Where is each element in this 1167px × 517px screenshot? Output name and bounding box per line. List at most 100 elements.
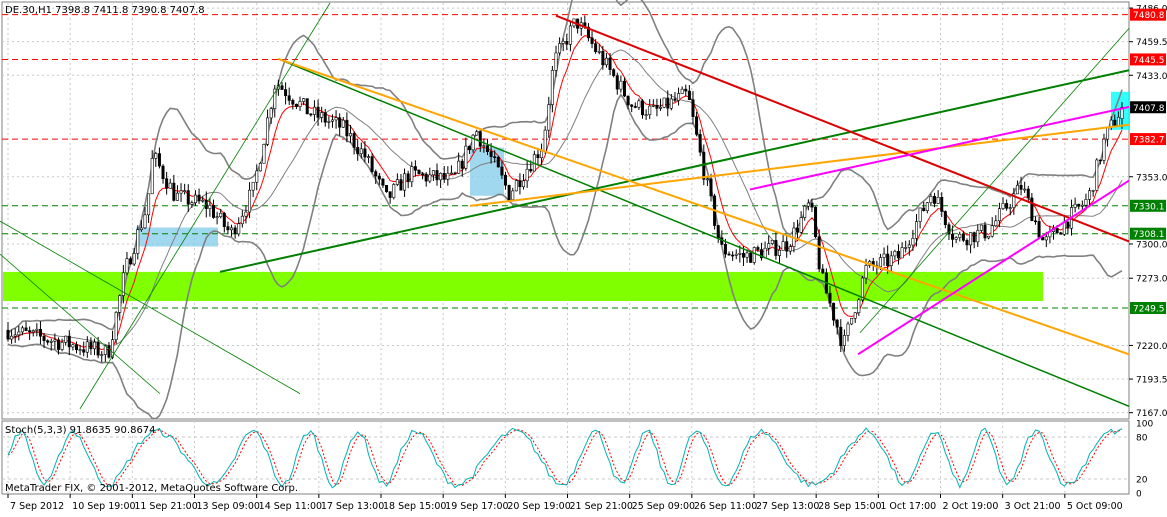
candle-body bbox=[302, 98, 306, 102]
candle-body bbox=[904, 247, 908, 249]
x-tick-label: 27 Sep 13:00 bbox=[756, 501, 819, 512]
candle-body bbox=[514, 180, 518, 192]
bollinger-middle bbox=[7, 49, 1123, 347]
candle-body bbox=[1005, 203, 1009, 209]
candle-body bbox=[424, 173, 428, 182]
candle-body bbox=[399, 179, 403, 191]
candle-body bbox=[1012, 193, 1016, 208]
candle-body bbox=[947, 224, 951, 235]
candle-body bbox=[803, 205, 807, 218]
candle-body bbox=[511, 190, 515, 200]
candle-body bbox=[608, 57, 612, 70]
candle-body bbox=[1023, 188, 1027, 191]
candle-body bbox=[388, 191, 392, 198]
candle-body bbox=[165, 178, 169, 189]
candle-body bbox=[377, 175, 381, 180]
trendlines bbox=[0, 2, 1130, 410]
candle-body bbox=[774, 240, 778, 256]
candle-body bbox=[673, 98, 677, 101]
candle-body bbox=[763, 247, 767, 259]
candle-body bbox=[568, 25, 572, 45]
x-tick-label: 11 Sep 21:00 bbox=[134, 501, 197, 512]
candle-body bbox=[294, 103, 298, 107]
candle-body bbox=[392, 184, 396, 198]
candle-body bbox=[49, 341, 53, 343]
candle-body bbox=[385, 184, 389, 192]
candle-body bbox=[442, 173, 446, 180]
candle-body bbox=[334, 117, 338, 121]
candle-body bbox=[446, 172, 450, 180]
candle-body bbox=[111, 339, 115, 358]
candle-body bbox=[475, 131, 479, 136]
x-tick-label: 28 Sep 15:00 bbox=[818, 501, 881, 512]
candle-body bbox=[89, 341, 93, 350]
candle-body bbox=[183, 190, 187, 192]
candle-body bbox=[449, 172, 453, 175]
candle-body bbox=[363, 148, 367, 158]
y-tick-label: 7353.0 bbox=[1136, 173, 1167, 183]
candle-body bbox=[1088, 190, 1092, 200]
candle-body bbox=[504, 174, 508, 186]
candle-body bbox=[175, 192, 179, 201]
candle-body bbox=[594, 43, 598, 52]
candle-body bbox=[994, 220, 998, 227]
candle-body bbox=[320, 112, 324, 118]
candle-body bbox=[597, 51, 601, 53]
price-levels bbox=[2, 14, 1129, 309]
candle-body bbox=[806, 202, 810, 207]
candle-body bbox=[752, 247, 756, 263]
candle-body bbox=[604, 57, 608, 66]
price-level-badge bbox=[1130, 8, 1166, 21]
price-level-badge bbox=[1130, 133, 1166, 146]
candle-body bbox=[925, 202, 929, 212]
candle-body bbox=[990, 225, 994, 237]
candle-body bbox=[958, 233, 962, 238]
candle-body bbox=[565, 41, 569, 45]
candle-body bbox=[915, 221, 919, 239]
candle-body bbox=[1008, 207, 1012, 209]
candles bbox=[6, 15, 1124, 363]
candle-body bbox=[979, 224, 983, 231]
candle-body bbox=[493, 156, 497, 158]
candle-body bbox=[799, 217, 803, 233]
candle-body bbox=[1091, 189, 1095, 192]
candle-body bbox=[154, 153, 158, 159]
candle-body bbox=[219, 212, 223, 218]
candle-body bbox=[536, 154, 540, 159]
x-tick-label: 14 Sep 11:00 bbox=[259, 501, 322, 512]
candle-body bbox=[345, 119, 349, 137]
candle-body bbox=[850, 318, 854, 325]
candle-body bbox=[179, 190, 183, 194]
bollinger-upper bbox=[7, 0, 1123, 335]
candle-body bbox=[248, 189, 252, 213]
candle-body bbox=[518, 180, 522, 188]
candle-body bbox=[78, 349, 82, 351]
candle-body bbox=[767, 243, 771, 249]
candle-body bbox=[485, 145, 489, 152]
red-downtrend bbox=[555, 14, 1130, 243]
candle-body bbox=[857, 299, 861, 314]
candle-body bbox=[413, 166, 417, 171]
candle-body bbox=[846, 323, 850, 336]
x-tick-label: 25 Sep 09:00 bbox=[632, 501, 695, 512]
candle-body bbox=[756, 247, 760, 250]
candle-body bbox=[352, 133, 356, 148]
stoch-axis-label: 80 bbox=[1136, 434, 1148, 444]
candle-body bbox=[496, 157, 500, 168]
candle-body bbox=[100, 354, 104, 356]
candle-body bbox=[936, 196, 940, 204]
candle-body bbox=[662, 97, 666, 108]
candle-body bbox=[1033, 220, 1037, 223]
y-tick-label: 7433.0 bbox=[1136, 72, 1167, 82]
steep-uptrend-2 bbox=[859, 28, 1130, 334]
indicators bbox=[7, 0, 1123, 420]
candle-body bbox=[125, 258, 129, 274]
candle-body bbox=[46, 340, 50, 343]
candle-body bbox=[208, 204, 212, 209]
candle-body bbox=[965, 240, 969, 246]
candle-body bbox=[922, 207, 926, 212]
candle-body bbox=[666, 97, 670, 109]
x-tick-label: 10 Sep 19:00 bbox=[72, 501, 135, 512]
candle-body bbox=[222, 212, 226, 227]
chart-header: DE.30,H1 7398.8 7411.8 7390.8 7407.8 bbox=[5, 5, 205, 16]
